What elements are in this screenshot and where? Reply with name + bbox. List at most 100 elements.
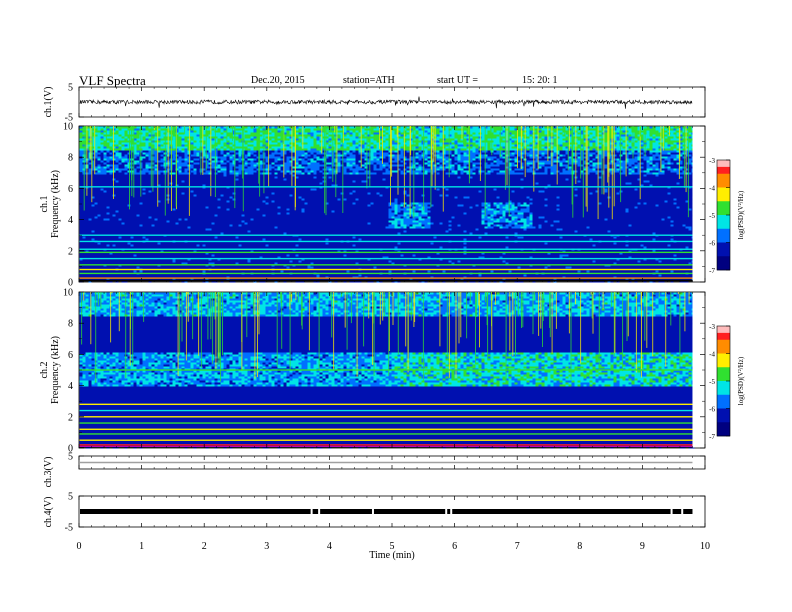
- spectrogram-cell: [292, 252, 296, 255]
- spectrogram-cell: [403, 142, 407, 145]
- spectrogram-cell: [250, 178, 254, 181]
- spectrogram-cell: [373, 178, 377, 181]
- spectrogram-cell: [337, 144, 341, 147]
- spectrogram-cell: [184, 172, 188, 175]
- spectrogram-cell: [148, 260, 152, 263]
- spectrogram-cell: [259, 128, 263, 131]
- spectrogram-cell: [130, 244, 134, 247]
- spectrogram-cell: [379, 166, 383, 169]
- spectrogram-cell: [136, 152, 140, 155]
- spectrogram-cell: [250, 136, 254, 139]
- spectrogram-cell: [283, 152, 287, 155]
- spectrogram-cell: [145, 194, 149, 197]
- spectrogram-cell: [400, 212, 404, 215]
- spectrogram-cell: [400, 226, 404, 229]
- spectrogram-cell: [91, 142, 95, 145]
- spectrogram-cell: [166, 220, 170, 223]
- spectrogram-cell: [298, 170, 302, 173]
- spectrogram-cell: [310, 162, 314, 165]
- spectrogram-cell: [268, 190, 272, 193]
- spectrogram-cell: [268, 198, 272, 201]
- spectrogram-cell: [238, 164, 242, 167]
- spectrogram-cell: [235, 244, 239, 247]
- spectrogram-cell: [310, 128, 314, 131]
- spectrogram-cell: [385, 198, 389, 201]
- spectrogram-cell: [337, 198, 341, 201]
- spectrogram-cell: [349, 194, 353, 197]
- spectrogram-cell: [181, 192, 185, 195]
- spectrogram-cell: [160, 226, 164, 229]
- spectrogram-cell: [178, 252, 182, 255]
- spectrogram-cell: [244, 168, 248, 171]
- spectrogram-cell: [142, 212, 146, 215]
- spectrogram-cell: [295, 126, 299, 129]
- spectrogram-cell: [205, 140, 209, 143]
- spectrogram-cell: [283, 164, 287, 167]
- spectrogram-cell: [295, 162, 299, 165]
- spectrogram-cell: [304, 172, 308, 175]
- spectrogram-cell: [382, 150, 386, 153]
- spectrogram-cell: [151, 218, 155, 221]
- spectrogram-cell: [97, 152, 101, 155]
- spectrogram-cell: [124, 160, 128, 163]
- spectrogram-cell: [235, 140, 239, 143]
- spectrogram-cell: [286, 132, 290, 135]
- spectrogram-cell: [352, 256, 356, 259]
- spectrogram-cell: [397, 224, 401, 227]
- spectrogram-cell: [85, 212, 89, 215]
- spectrogram-cell: [148, 156, 152, 159]
- spectrogram-cell: [268, 194, 272, 197]
- spectrogram-cell: [370, 146, 374, 149]
- spectrogram-cell: [193, 164, 197, 167]
- spectrogram-cell: [316, 164, 320, 167]
- spectrogram-cell: [397, 130, 401, 133]
- spectrogram-cell: [310, 146, 314, 149]
- spectrogram-cell: [232, 128, 236, 131]
- spectrogram-cell: [376, 134, 380, 137]
- spectrogram-cell: [289, 156, 293, 159]
- spectrogram-cell: [205, 244, 209, 247]
- spectrogram-cell: [160, 154, 164, 157]
- spectrogram-cell: [208, 278, 212, 281]
- spectrogram-cell: [307, 156, 311, 159]
- spectrogram-cell: [214, 220, 218, 223]
- spectrogram-cell: [202, 256, 206, 259]
- spectrogram-cell: [334, 246, 338, 249]
- spectrogram-cell: [148, 246, 152, 249]
- spectrogram-cell: [277, 246, 281, 249]
- spectrogram-cell: [304, 126, 308, 129]
- spectrogram-cell: [88, 168, 92, 171]
- spectrogram-cell: [238, 126, 242, 129]
- spectrogram-cell: [397, 166, 401, 169]
- spectrogram-cell: [358, 258, 362, 261]
- spectrogram-cell: [238, 146, 242, 149]
- spectrogram-cell: [133, 142, 137, 145]
- spectrogram-cell: [346, 160, 350, 163]
- spectrogram-cell: [190, 162, 194, 165]
- spectrogram-cell: [280, 188, 284, 191]
- spectrogram-cell: [397, 150, 401, 153]
- spectrogram-cell: [142, 134, 146, 137]
- spectrogram-cell: [379, 154, 383, 157]
- spectrogram-cell: [259, 150, 263, 153]
- spectrogram-cell: [217, 172, 221, 175]
- spectrogram-cell: [388, 210, 392, 213]
- spectrogram-cell: [280, 238, 284, 241]
- spectrogram-cell: [391, 260, 395, 263]
- spectrogram-cell: [310, 134, 314, 137]
- spectrogram-cell: [247, 218, 251, 221]
- spectrogram-cell: [310, 150, 314, 153]
- spectrogram-cell: [256, 160, 260, 163]
- spectrogram-cell: [97, 206, 101, 209]
- spectrogram-cell: [94, 170, 98, 173]
- spectrogram-cell: [385, 148, 389, 151]
- spectrogram-cell: [223, 278, 227, 281]
- spectrogram-cell: [157, 222, 161, 225]
- spectrogram-cell: [373, 134, 377, 137]
- spectrogram-cell: [295, 172, 299, 175]
- spectrogram-cell: [289, 158, 293, 161]
- spectrogram-cell: [262, 274, 266, 277]
- spectrogram-cell: [94, 228, 98, 231]
- spectrogram-cell: [172, 220, 176, 223]
- spectrogram-cell: [361, 132, 365, 135]
